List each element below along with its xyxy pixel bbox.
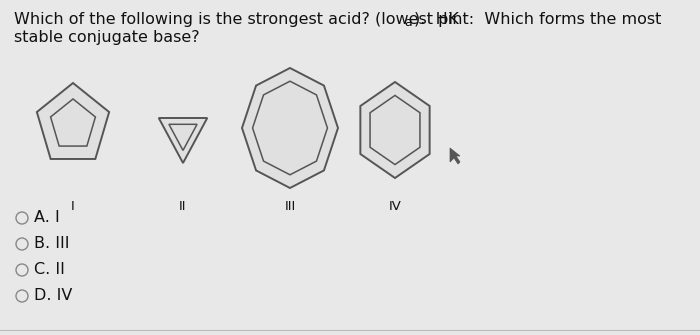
Text: stable conjugate base?: stable conjugate base?	[14, 30, 199, 45]
Polygon shape	[360, 82, 430, 178]
Polygon shape	[37, 83, 109, 159]
Text: A. I: A. I	[34, 210, 60, 225]
Text: B. III: B. III	[34, 237, 69, 252]
Text: I: I	[71, 200, 75, 213]
Polygon shape	[159, 118, 207, 163]
Text: Which of the following is the strongest acid? (lowest pK: Which of the following is the strongest …	[14, 12, 459, 27]
Text: II: II	[179, 200, 187, 213]
Text: D. IV: D. IV	[34, 288, 72, 304]
Polygon shape	[242, 68, 338, 188]
Text: III: III	[284, 200, 295, 213]
Text: C. II: C. II	[34, 263, 65, 277]
Text: a: a	[404, 16, 412, 29]
Polygon shape	[450, 148, 460, 164]
Text: IV: IV	[389, 200, 401, 213]
Text: ).  Hint:  Which forms the most: ). Hint: Which forms the most	[414, 12, 662, 27]
